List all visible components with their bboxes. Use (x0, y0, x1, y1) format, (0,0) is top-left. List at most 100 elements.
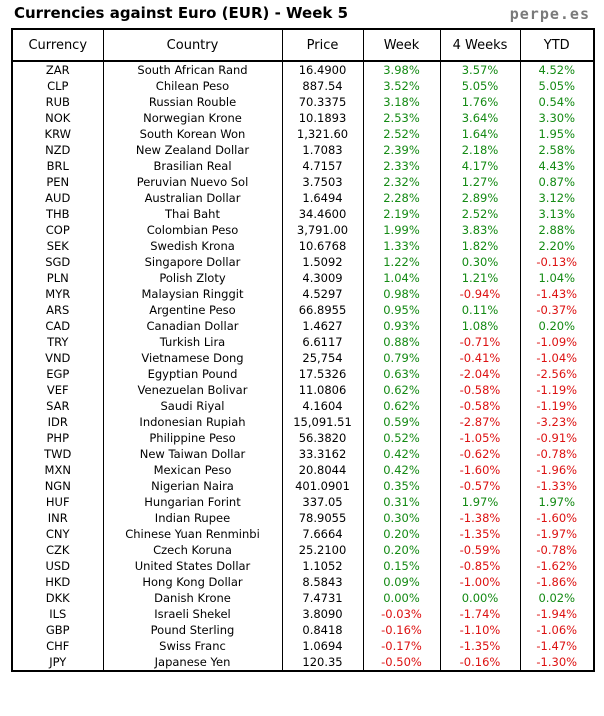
country-cell: Norwegian Krone (102, 110, 283, 126)
four-week-change-cell: 5.05% (439, 78, 521, 94)
country-cell: Polish Zloty (102, 270, 283, 286)
ytd-change-cell: -1.96% (519, 462, 595, 478)
ytd-change-cell: 0.02% (519, 590, 595, 606)
table-row: NZD New Zealand Dollar 1.7083 2.39% 2.18% 2.5… (11, 142, 595, 158)
table-row: EGP Egyptian Pound 17.5326 0.63% -2.04% -2.56… (11, 366, 595, 382)
ytd-change-cell: -1.06% (519, 622, 595, 638)
ytd-change-cell: -1.94% (519, 606, 595, 622)
country-cell: Venezuelan Bolivar (102, 382, 283, 398)
price-cell: 3.7503 (281, 174, 364, 190)
four-week-change-cell: -0.71% (439, 334, 521, 350)
ytd-change-cell: -0.78% (519, 542, 595, 558)
table-row: SAR Saudi Riyal 4.1604 0.62% -0.58% -1.19% (11, 398, 595, 414)
ytd-change-cell: 1.97% (519, 494, 595, 510)
four-week-change-cell: -1.05% (439, 430, 521, 446)
week-change-cell: 0.62% (362, 398, 441, 414)
currency-code-cell: SEK (11, 238, 104, 254)
country-cell: South Korean Won (102, 126, 283, 142)
week-change-cell: 1.99% (362, 222, 441, 238)
four-week-change-cell: -1.00% (439, 574, 521, 590)
week-change-cell: 0.35% (362, 478, 441, 494)
country-cell: Australian Dollar (102, 190, 283, 206)
brand-watermark: perpe.es (509, 5, 590, 23)
price-cell: 11.0806 (281, 382, 364, 398)
ytd-change-cell: -1.62% (519, 558, 595, 574)
price-cell: 887.54 (281, 78, 364, 94)
price-cell: 16.4900 (281, 61, 364, 78)
price-cell: 4.3009 (281, 270, 364, 286)
currency-code-cell: CHF (11, 638, 104, 654)
currency-code-cell: ARS (11, 302, 104, 318)
currency-code-cell: NOK (11, 110, 104, 126)
week-change-cell: 0.88% (362, 334, 441, 350)
ytd-change-cell: -3.23% (519, 414, 595, 430)
week-change-cell: 0.30% (362, 510, 441, 526)
country-cell: Saudi Riyal (102, 398, 283, 414)
price-cell: 17.5326 (281, 366, 364, 382)
week-change-cell: 0.93% (362, 318, 441, 334)
table-row: IDR Indonesian Rupiah 15,091.51 0.59% -2.87%… (11, 414, 595, 430)
currency-code-cell: GBP (11, 622, 104, 638)
week-change-cell: -0.03% (362, 606, 441, 622)
week-change-cell: 1.22% (362, 254, 441, 270)
currency-code-cell: THB (11, 206, 104, 222)
price-cell: 66.8955 (281, 302, 364, 318)
table-row: PLN Polish Zloty 4.3009 1.04% 1.21% 1.04% (11, 270, 595, 286)
ytd-change-cell: 0.54% (519, 94, 595, 110)
ytd-change-cell: -1.86% (519, 574, 595, 590)
price-cell: 1.5092 (281, 254, 364, 270)
table-row: CHF Swiss Franc 1.0694 -0.17% -1.35% -1.47% (11, 638, 595, 654)
currency-code-cell: PEN (11, 174, 104, 190)
four-week-change-cell: 2.89% (439, 190, 521, 206)
week-change-cell: -0.50% (362, 654, 441, 671)
ytd-change-cell: -0.78% (519, 446, 595, 462)
table-row: USD United States Dollar 1.1052 0.15% -0.85%… (11, 558, 595, 574)
currency-code-cell: CLP (11, 78, 104, 94)
currency-code-cell: PLN (11, 270, 104, 286)
country-cell: Japanese Yen (102, 654, 283, 671)
currency-code-cell: USD (11, 558, 104, 574)
currency-code-cell: TRY (11, 334, 104, 350)
week-change-cell: 0.15% (362, 558, 441, 574)
currency-code-cell: HUF (11, 494, 104, 510)
table-row: ILS Israeli Shekel 3.8090 -0.03% -1.74% -1.94… (11, 606, 595, 622)
price-cell: 1,321.60 (281, 126, 364, 142)
column-header-price: Price (281, 28, 364, 62)
week-change-cell: 0.98% (362, 286, 441, 302)
currency-code-cell: KRW (11, 126, 104, 142)
table-row: ZAR South African Rand 16.4900 3.98% 3.57% 4.… (11, 61, 595, 78)
country-cell: Danish Krone (102, 590, 283, 606)
table-row: THB Thai Baht 34.4600 2.19% 2.52% 3.13% (11, 206, 595, 222)
country-cell: Mexican Peso (102, 462, 283, 478)
week-change-cell: 1.33% (362, 238, 441, 254)
country-cell: Chilean Peso (102, 78, 283, 94)
four-week-change-cell: 1.27% (439, 174, 521, 190)
table-row: SEK Swedish Krona 10.6768 1.33% 1.82% 2.20% (11, 238, 595, 254)
price-cell: 34.4600 (281, 206, 364, 222)
week-change-cell: 0.62% (362, 382, 441, 398)
country-cell: Peruvian Nuevo Sol (102, 174, 283, 190)
price-cell: 1.1052 (281, 558, 364, 574)
week-change-cell: 2.19% (362, 206, 441, 222)
week-change-cell: 3.52% (362, 78, 441, 94)
price-cell: 401.0901 (281, 478, 364, 494)
price-cell: 20.8044 (281, 462, 364, 478)
currency-code-cell: DKK (11, 590, 104, 606)
currency-code-cell: VEF (11, 382, 104, 398)
currency-code-cell: EGP (11, 366, 104, 382)
country-cell: Pound Sterling (102, 622, 283, 638)
price-cell: 78.9055 (281, 510, 364, 526)
price-cell: 1.6494 (281, 190, 364, 206)
column-header-ytd: YTD (519, 28, 595, 62)
table-row: ARS Argentine Peso 66.8955 0.95% 0.11% -0.37% (11, 302, 595, 318)
four-week-change-cell: -1.35% (439, 526, 521, 542)
price-cell: 70.3375 (281, 94, 364, 110)
week-change-cell: 0.42% (362, 462, 441, 478)
ytd-change-cell: -1.09% (519, 334, 595, 350)
price-cell: 7.4731 (281, 590, 364, 606)
currency-code-cell: SGD (11, 254, 104, 270)
currency-code-cell: HKD (11, 574, 104, 590)
table-row: PHP Philippine Peso 56.3820 0.52% -1.05% -0.9… (11, 430, 595, 446)
four-week-change-cell: -0.16% (439, 654, 521, 671)
column-header-4-weeks: 4 Weeks (439, 28, 521, 62)
